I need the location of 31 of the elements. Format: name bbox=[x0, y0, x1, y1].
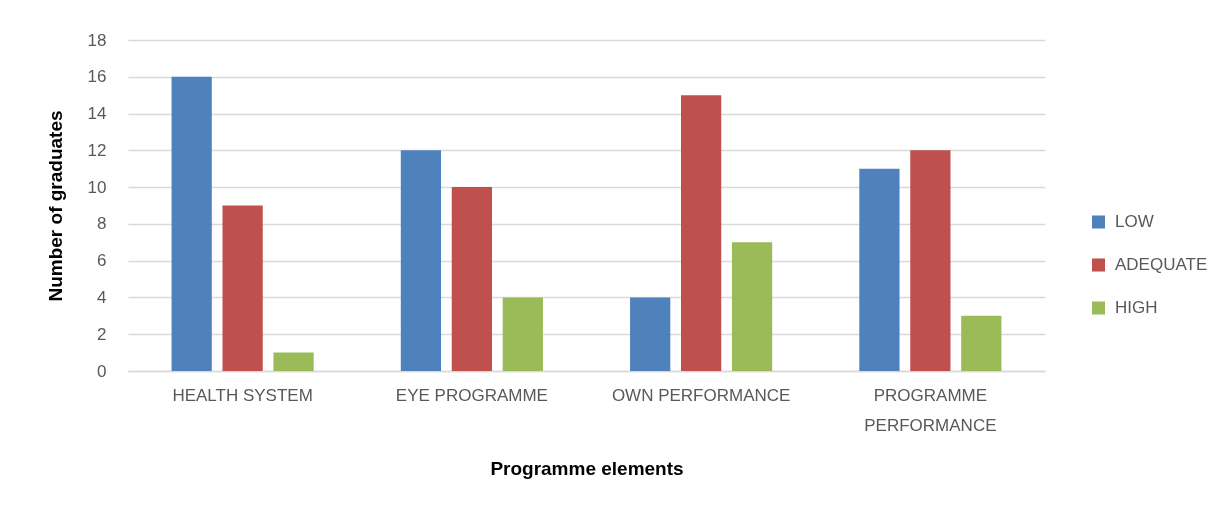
legend-label: LOW bbox=[1115, 212, 1154, 231]
x-tick-label: OWN PERFORMANCE bbox=[611, 385, 791, 405]
bar bbox=[859, 168, 900, 371]
y-tick-label: 12 bbox=[87, 140, 107, 160]
bar bbox=[630, 297, 671, 371]
x-tick-label: EYE PROGRAMME bbox=[395, 385, 548, 405]
bar bbox=[171, 76, 212, 371]
bar bbox=[222, 205, 263, 371]
y-tick-label: 6 bbox=[97, 251, 107, 271]
y-tick-label: 10 bbox=[87, 177, 107, 197]
bar bbox=[910, 150, 951, 371]
y-tick-label: 16 bbox=[87, 67, 107, 87]
x-axis-title: Programme elements bbox=[490, 457, 684, 479]
y-tick-label: 14 bbox=[87, 104, 107, 124]
y-tick-label: 18 bbox=[87, 30, 107, 50]
legend-label: ADEQUATE bbox=[1115, 255, 1208, 274]
bar bbox=[400, 150, 442, 371]
y-tick-label: 2 bbox=[97, 324, 107, 344]
bar bbox=[451, 187, 492, 371]
x-tick-label: HEALTH SYSTEM bbox=[172, 385, 313, 405]
y-tick-label: 0 bbox=[97, 361, 107, 381]
y-tick-label: 4 bbox=[97, 287, 107, 307]
y-axis-title: Number of graduates bbox=[44, 110, 66, 302]
bar bbox=[731, 242, 773, 371]
bar bbox=[502, 297, 543, 371]
x-tick-label: PROGRAMME PERFORMANCE bbox=[864, 385, 997, 435]
y-tick-label: 8 bbox=[97, 214, 107, 234]
bar bbox=[681, 95, 722, 371]
bar bbox=[961, 315, 1002, 371]
bar bbox=[273, 352, 314, 371]
legend-label: HIGH bbox=[1115, 298, 1158, 317]
